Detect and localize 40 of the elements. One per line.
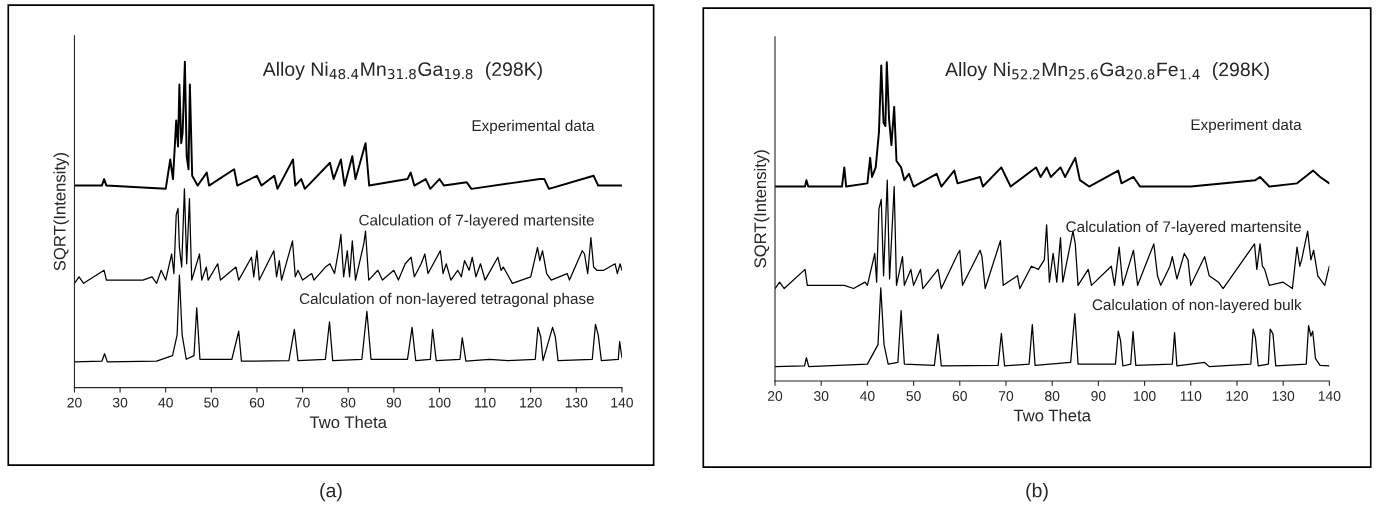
series-label: Calculation of non-layered tetragonal phase	[299, 292, 594, 308]
x-tick-label: 140	[1318, 391, 1341, 401]
chart-title: Alloy Ni$_{48.4}$Mn$_{31.8}$Ga$_{19.8}$ (298K)	[262, 61, 542, 80]
x-tick-label: 30	[112, 397, 128, 408]
x-tick-label: 20	[767, 391, 783, 401]
x-tick-label: 110	[475, 397, 496, 408]
x-tick-label: 110	[1180, 391, 1202, 401]
x-tick-label: 140	[611, 397, 633, 408]
chart-title: Alloy Ni$_{52.2}$Mn$_{25.6}$Ga$_{20.8}$Fe$_{1.4}$ (298K)	[945, 62, 1269, 81]
x-tick-label: 80	[1045, 391, 1060, 401]
series-label: Calculation of non-layered bulk	[1092, 298, 1302, 314]
series-label: Calculation of 7-layered martensite	[359, 214, 594, 229]
x-tick-label: 70	[295, 397, 310, 408]
x-tick-label: 40	[859, 391, 875, 401]
text: Experimental data	[472, 119, 595, 135]
x-tick-label: 80	[341, 397, 356, 408]
text: (b)	[1026, 483, 1048, 502]
x-tick-label: 30	[814, 391, 829, 401]
x-tick-label: 130	[565, 397, 588, 408]
x-axis-title: Two Theta	[1013, 409, 1091, 422]
x-tick-label: 90	[1091, 391, 1106, 401]
x-tick-label: 100	[428, 397, 451, 408]
x-tick-label: 50	[204, 397, 219, 408]
x-tick-label: 50	[906, 391, 921, 401]
series-label: Calculation of 7-layered martensite	[1066, 220, 1301, 236]
x-tick-label: 100	[1134, 391, 1156, 401]
x-tick-label: 20	[67, 397, 82, 408]
x-tick-label: 130	[1272, 391, 1295, 401]
y-axis-title: SQRT(Intensity)	[753, 150, 770, 268]
x-tick-label: 60	[249, 397, 265, 408]
x-tick-label: 90	[386, 397, 401, 408]
y-axis-title: SQRT(Intensity)	[53, 153, 69, 271]
x-tick-label: 60	[952, 391, 967, 401]
text: Experiment data	[1191, 118, 1302, 134]
text: (a)	[320, 483, 342, 502]
x-tick-label: 40	[158, 397, 173, 408]
x-axis-title: Two Theta	[309, 415, 387, 429]
x-tick-label: 120	[1226, 391, 1249, 401]
x-tick-label: 120	[520, 397, 542, 408]
x-tick-label: 70	[998, 391, 1014, 401]
